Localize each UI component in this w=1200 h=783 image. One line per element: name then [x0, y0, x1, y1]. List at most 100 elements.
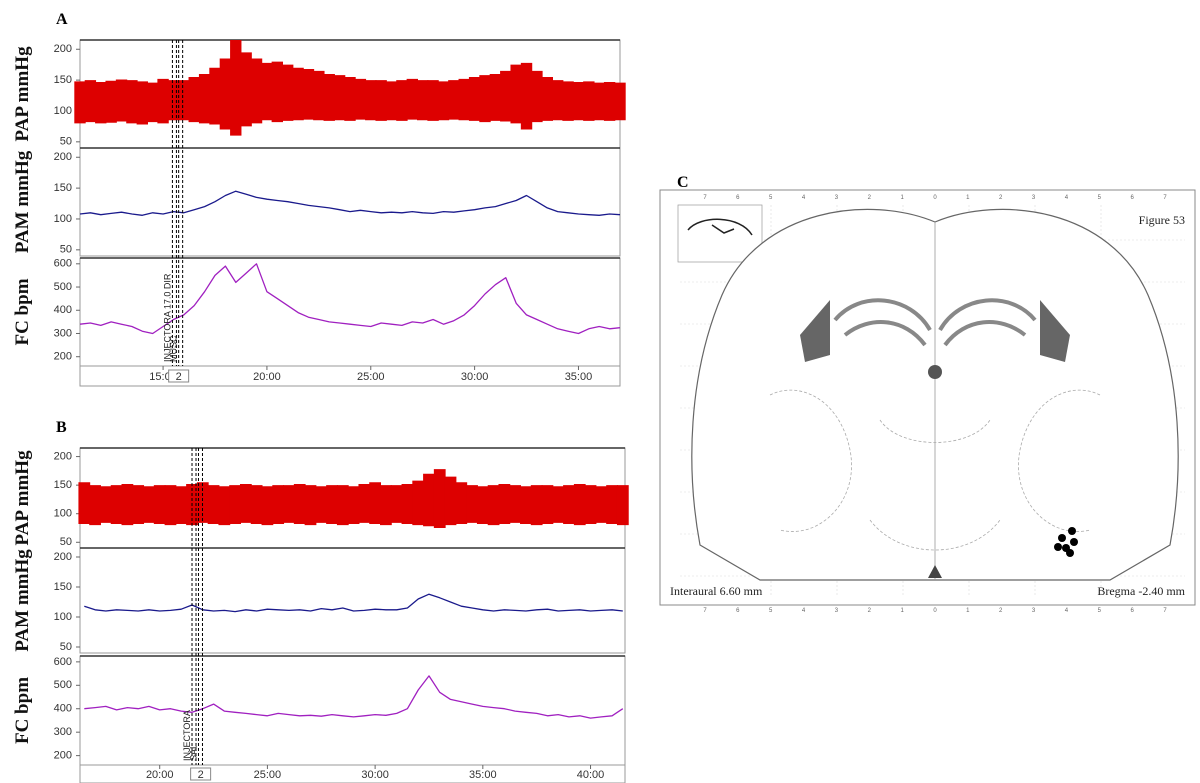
- atlas-inset: [677, 204, 763, 263]
- x-tick-label: 30:00: [461, 371, 489, 383]
- y-tick-label: 600: [54, 258, 72, 270]
- ruler-label: 5: [1098, 195, 1102, 201]
- y-tick-label: 150: [54, 182, 72, 194]
- ruler-label: 5: [769, 608, 773, 614]
- atlas-regions: [769, 389, 1101, 551]
- y-tick-label: 150: [54, 581, 72, 593]
- ruler-label: 2: [999, 608, 1003, 614]
- event-label: INJECTORA 17.0 DIR: [162, 273, 172, 362]
- plot-frame: [79, 147, 621, 257]
- ruler-label: 1: [900, 195, 904, 201]
- y-tick-label: 400: [54, 304, 72, 316]
- ruler-label: 7: [1163, 608, 1167, 614]
- y-tick-label: 100: [54, 105, 72, 117]
- ruler-label: 7: [703, 608, 707, 614]
- y-axis-label: PAP mmHg: [12, 46, 33, 142]
- plot-frame: [79, 547, 626, 654]
- panel-label: C: [677, 174, 689, 191]
- trace: [79, 190, 621, 216]
- pons-mark: [928, 565, 942, 578]
- y-axis-label: FC bpm: [12, 278, 33, 345]
- panel-label: A: [56, 11, 68, 28]
- y-tick-label: 100: [54, 611, 72, 623]
- y-tick-label: 200: [54, 450, 72, 462]
- ruler-label: 0: [933, 195, 937, 201]
- ruler-label: 2: [999, 195, 1003, 201]
- trace: [84, 675, 624, 719]
- injection-sites: [1054, 527, 1078, 557]
- ruler-label: 5: [1098, 608, 1102, 614]
- y-axis-label: PAM mmHg: [12, 549, 33, 652]
- y-tick-label: 200: [54, 750, 72, 762]
- ruler-label: 6: [1130, 195, 1134, 201]
- ruler-label: 2: [868, 608, 872, 614]
- atlas-figure: Figure 53: [1139, 213, 1185, 227]
- x-tick-label: 30:00: [361, 769, 389, 781]
- event-label: SAL: [188, 744, 198, 761]
- y-tick-label: 400: [54, 703, 72, 715]
- y-tick-label: 200: [54, 351, 72, 363]
- ruler-label: 5: [769, 195, 773, 201]
- y-tick-label: 500: [54, 679, 72, 691]
- x-axis-strip: [79, 365, 621, 387]
- panel-label: B: [56, 419, 67, 436]
- ruler-label: 6: [1130, 608, 1134, 614]
- marker-box: [190, 767, 212, 781]
- y-tick-label: 50: [60, 136, 72, 148]
- atlas-interaural: Interaural 6.60 mm: [670, 584, 763, 598]
- y-tick-label: 600: [54, 656, 72, 668]
- event-label: INJECTORA: [182, 710, 192, 761]
- y-axis-label: FC bpm: [12, 677, 33, 744]
- x-tick-label: 20:00: [146, 769, 174, 781]
- ruler-label: 3: [835, 195, 839, 201]
- x-tick-label: 25:00: [357, 371, 385, 383]
- ruler-label: 1: [900, 608, 904, 614]
- inset-sketch: [687, 218, 753, 236]
- y-tick-label: 150: [54, 479, 72, 491]
- ventricle-right: [1040, 300, 1070, 362]
- ruler-label: 6: [736, 608, 740, 614]
- y-tick-label: 200: [54, 151, 72, 163]
- y-tick-label: 500: [54, 281, 72, 293]
- atlas-bregma: Bregma -2.40 mm: [1097, 584, 1185, 598]
- x-tick-label: 40:00: [577, 769, 605, 781]
- y-tick-label: 50: [60, 244, 72, 256]
- plot-frame: [79, 257, 621, 367]
- ruler-label: 4: [802, 195, 806, 201]
- ruler-label: 3: [1032, 195, 1036, 201]
- plot-frame: [79, 655, 626, 766]
- ruler-label: 3: [835, 608, 839, 614]
- x-tick-label: 35:00: [565, 371, 593, 383]
- ruler-label: 7: [703, 195, 707, 201]
- y-axis-label: PAM mmHg: [12, 150, 33, 253]
- ruler-label: 4: [1065, 195, 1069, 201]
- marker-label: 2: [198, 769, 204, 781]
- y-tick-label: 50: [60, 536, 72, 548]
- y-tick-label: 300: [54, 327, 72, 339]
- x-tick-label: 35:00: [469, 769, 497, 781]
- ruler-label: 7: [1163, 195, 1167, 201]
- third-ventricle: [928, 365, 942, 379]
- trace: [84, 593, 623, 613]
- ruler-label: 1: [966, 195, 970, 201]
- y-tick-label: 150: [54, 74, 72, 86]
- atlas: C Figure 53 Interaural 6.60 mm Bregma -2…: [659, 174, 1196, 606]
- event-label: MUSC: [169, 335, 179, 362]
- ruler-label: 4: [802, 608, 806, 614]
- y-tick-label: 200: [54, 551, 72, 563]
- x-tick-label: 20:00: [253, 371, 281, 383]
- ruler-label: 2: [868, 195, 872, 201]
- ruler-label: 4: [1065, 608, 1069, 614]
- y-tick-label: 100: [54, 213, 72, 225]
- ruler-label: 6: [736, 195, 740, 201]
- y-tick-label: 300: [54, 726, 72, 738]
- ruler-label: 1: [966, 608, 970, 614]
- ruler-label: 0: [933, 608, 937, 614]
- hippocampus: [833, 298, 1037, 347]
- marker-label: 2: [176, 371, 182, 383]
- y-tick-label: 100: [54, 508, 72, 520]
- trace: [79, 263, 621, 335]
- marker-box: [168, 369, 190, 383]
- x-tick-label: 25:00: [254, 769, 282, 781]
